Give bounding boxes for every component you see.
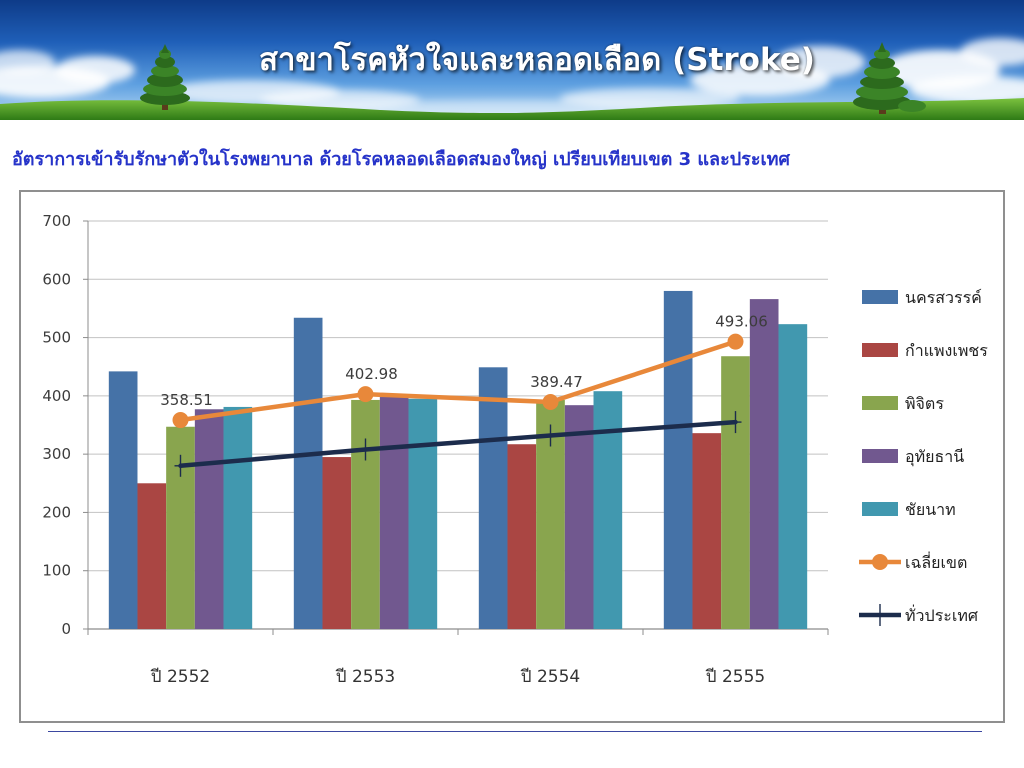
legend-swatch	[862, 502, 898, 516]
marker-circle	[727, 333, 744, 350]
marker-plus	[359, 438, 372, 461]
y-tick-label: 600	[42, 270, 71, 288]
bar-series-3-category-2	[351, 399, 380, 629]
data-label: 493.06	[715, 313, 768, 331]
marker-circle	[357, 386, 374, 403]
tree-foliage	[147, 73, 183, 87]
tree-left-icon	[140, 44, 190, 110]
bar-series-5-category-3	[593, 391, 623, 629]
legend-item: ทั่วประเทศ	[859, 604, 978, 626]
legend-swatch	[862, 290, 898, 304]
cloud-puff	[0, 50, 55, 74]
y-tick-label: 300	[42, 445, 71, 463]
x-axis-labels: ปี 2552 ปี 2553 ปี 2554 ปี 2555	[150, 667, 765, 687]
y-tick-label: 200	[42, 503, 71, 521]
cloud-puff	[960, 38, 1024, 66]
legend-item: พิจิตร	[862, 394, 944, 413]
x-tick-label: ปี 2554	[520, 667, 580, 687]
bar-series-4-category-4	[749, 299, 779, 629]
marker-plus	[729, 411, 742, 434]
legend-item: กำแพงเพชร	[862, 341, 988, 360]
legend-label: พิจิตร	[905, 394, 944, 413]
bar-series-3-category-4	[721, 356, 750, 629]
tree-foliage	[155, 56, 175, 68]
marker-plus	[174, 454, 187, 477]
bar-series-2-category-3	[507, 444, 537, 629]
legend-swatch	[862, 343, 898, 357]
grass-hills	[0, 98, 1024, 120]
legend-label: อุทัยธานี	[905, 447, 964, 467]
bar-series-2-category-4	[692, 433, 722, 629]
cloud-puff	[775, 46, 865, 78]
y-tick-label: 100	[42, 562, 71, 580]
bar-series-5-category-1	[223, 406, 253, 629]
tree-foliage	[151, 65, 179, 77]
marker-circle	[872, 554, 888, 570]
bar-series-1-category-3	[478, 367, 508, 629]
series-line	[178, 339, 738, 423]
line-series-7	[174, 411, 742, 477]
marker-plus	[874, 604, 886, 626]
legend-swatch	[862, 449, 898, 463]
x-tick-label: ปี 2553	[335, 667, 395, 687]
footer-divider	[48, 731, 982, 732]
bar-series-4-category-1	[194, 409, 224, 629]
chart-frame: 0 100 200 300 400 500 600 700 ปี 2552 ปี 2553 ปี 2…	[19, 190, 1005, 723]
tree-foliage	[874, 49, 890, 59]
legend-item: ชัยนาท	[862, 500, 956, 519]
legend-label: ชัยนาท	[905, 500, 956, 519]
legend-item: อุทัยธานี	[862, 447, 964, 467]
cloud-puff	[910, 76, 1024, 104]
bar-series-4-category-3	[564, 405, 594, 629]
y-tick-label: 500	[42, 329, 71, 347]
marker-plus	[544, 424, 557, 447]
y-tick-label: 400	[42, 387, 71, 405]
y-tick-label: 700	[42, 212, 71, 230]
bush	[898, 100, 926, 112]
bar-series-2-category-1	[137, 483, 167, 629]
bar-series-1-category-4	[663, 290, 693, 629]
y-axis-labels: 0 100 200 300 400 500 600 700	[42, 212, 88, 638]
legend-swatch	[862, 396, 898, 410]
bar-series-4-category-2	[379, 397, 409, 629]
tree-foliage	[869, 57, 895, 69]
bar-series-1-category-2	[293, 317, 323, 629]
series-line	[178, 419, 738, 469]
x-tick-label: ปี 2555	[705, 667, 765, 687]
legend-label: ทั่วประเทศ	[905, 604, 978, 625]
legend-label: กำแพงเพชร	[905, 341, 988, 360]
slide-title: สาขาโรคหัวใจและหลอดเลือด (Stroke)	[259, 42, 815, 78]
line-series-6: 358.51 402.98 389.47 493.06	[160, 313, 768, 429]
bars	[108, 290, 808, 629]
legend-label: เฉลี่ยเขต	[905, 551, 967, 572]
legend-label: นครสวรรค์	[905, 288, 982, 307]
x-tick-label: ปี 2552	[150, 667, 210, 687]
legend-item: นครสวรรค์	[862, 288, 982, 307]
data-label: 389.47	[530, 373, 583, 391]
legend-item: เฉลี่ยเขต	[859, 551, 967, 572]
marker-circle	[172, 412, 189, 429]
bar-series-2-category-2	[322, 457, 352, 629]
y-tick-label: 0	[61, 620, 71, 638]
bar-series-5-category-2	[408, 398, 438, 629]
data-label: 402.98	[345, 365, 398, 383]
bar-series-5-category-4	[778, 324, 808, 629]
tree-foliage	[860, 75, 904, 89]
sky-background	[0, 0, 1024, 120]
tree-top	[878, 42, 886, 52]
header-banner: สาขาโรคหัวใจและหลอดเลือด (Stroke)	[0, 0, 1024, 120]
bar-series-1-category-1	[108, 371, 138, 629]
tree-right-icon	[853, 42, 926, 114]
data-label: 358.51	[160, 391, 213, 409]
tree-foliage	[856, 84, 908, 100]
tree-foliage	[864, 65, 900, 79]
slide-subtitle: อัตราการเข้ารับรักษาตัวในโรงพยาบาล ด้วยโ…	[12, 149, 790, 170]
marker-circle	[542, 393, 559, 410]
cloud-puff	[55, 56, 135, 84]
tree-top	[161, 44, 169, 53]
legend: นครสวรรค์กำแพงเพชรพิจิตรอุทัยธานีชัยนาทเ…	[859, 288, 988, 626]
